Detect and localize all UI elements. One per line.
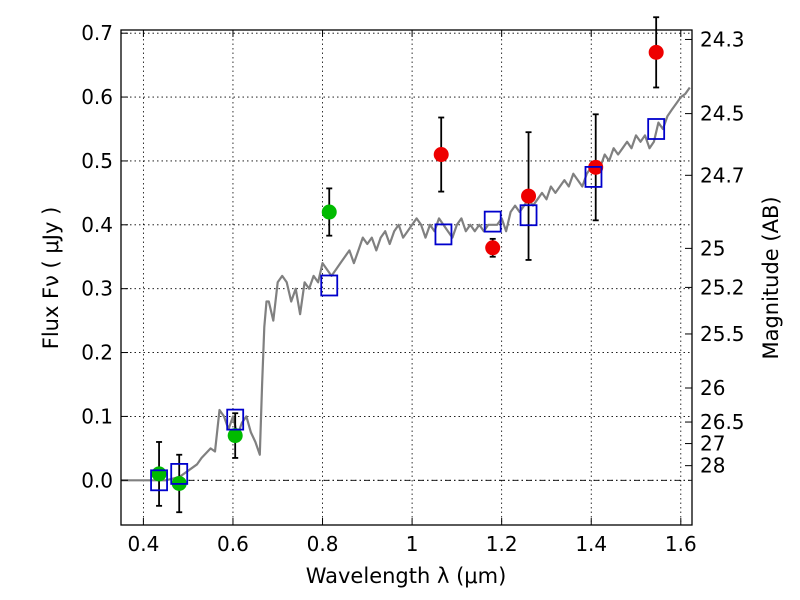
ticks: [121, 30, 692, 525]
y-tick-label: 0.1: [81, 404, 113, 428]
y-tick-label: 0.5: [81, 149, 113, 173]
right-tick-label: 25.2: [700, 275, 745, 299]
data-point: [227, 428, 243, 444]
model-square: [647, 118, 666, 140]
grid: [121, 30, 692, 525]
x-axis-label: Wavelength λ (μm): [306, 564, 507, 588]
x-tick-labels: 0.4 0.6 0.8 1 1.2 1.4 1.6: [127, 532, 696, 556]
x-tick-label: 0.4: [127, 532, 159, 556]
right-tick-label: 28: [700, 454, 725, 478]
right-tick-label: 24.5: [700, 102, 745, 126]
right-tick-label: 25.5: [700, 322, 745, 346]
markers: [151, 44, 664, 491]
plot-frame: [120, 29, 693, 526]
model-square: [584, 166, 603, 188]
data-point: [433, 147, 449, 163]
right-tick-label: 26.5: [700, 410, 745, 434]
y-tick-label: 0.7: [81, 21, 113, 45]
data-point: [485, 240, 501, 256]
x-tick-label: 1.2: [486, 532, 518, 556]
model-square: [519, 204, 538, 227]
y-tick-label: 0.2: [81, 341, 113, 365]
x-tick-label: 1.4: [575, 532, 607, 556]
y-tick-labels: 0.0 0.1 0.2 0.3 0.4 0.5 0.6 0.7: [81, 21, 113, 492]
model-square: [434, 223, 453, 246]
right-tick-label: 24.3: [700, 27, 745, 51]
y-tick-label: 0.3: [81, 277, 113, 301]
right-tick-label: 25: [700, 236, 725, 260]
data-point: [648, 44, 664, 60]
model-square: [170, 463, 189, 485]
right-y-axis-label: Magnitude (AB): [759, 196, 783, 359]
x-tick-label: 0.6: [217, 532, 249, 556]
right-tick-label: 24.7: [700, 163, 745, 187]
y-tick-label: 0.6: [81, 85, 113, 109]
model-squares: [150, 118, 666, 492]
x-tick-label: 1: [406, 532, 419, 556]
data-point: [321, 204, 337, 220]
right-tick-label: 27: [700, 432, 725, 456]
model-spectrum: [121, 86, 691, 482]
right-tick-label: 26: [700, 376, 725, 400]
x-tick-label: 1.6: [665, 532, 697, 556]
y-tick-label: 0.4: [81, 213, 113, 237]
model-square: [150, 469, 168, 492]
data-point: [151, 466, 167, 482]
y-tick-label: 0.0: [81, 468, 113, 492]
x-tick-label: 0.8: [307, 532, 339, 556]
y-axis-label: Flux Fν ( μJy ): [39, 207, 63, 350]
model-square: [320, 274, 339, 297]
spectrum-line: [121, 86, 691, 482]
model-square: [483, 210, 502, 233]
model-square: [226, 408, 245, 431]
data-point: [521, 188, 537, 204]
